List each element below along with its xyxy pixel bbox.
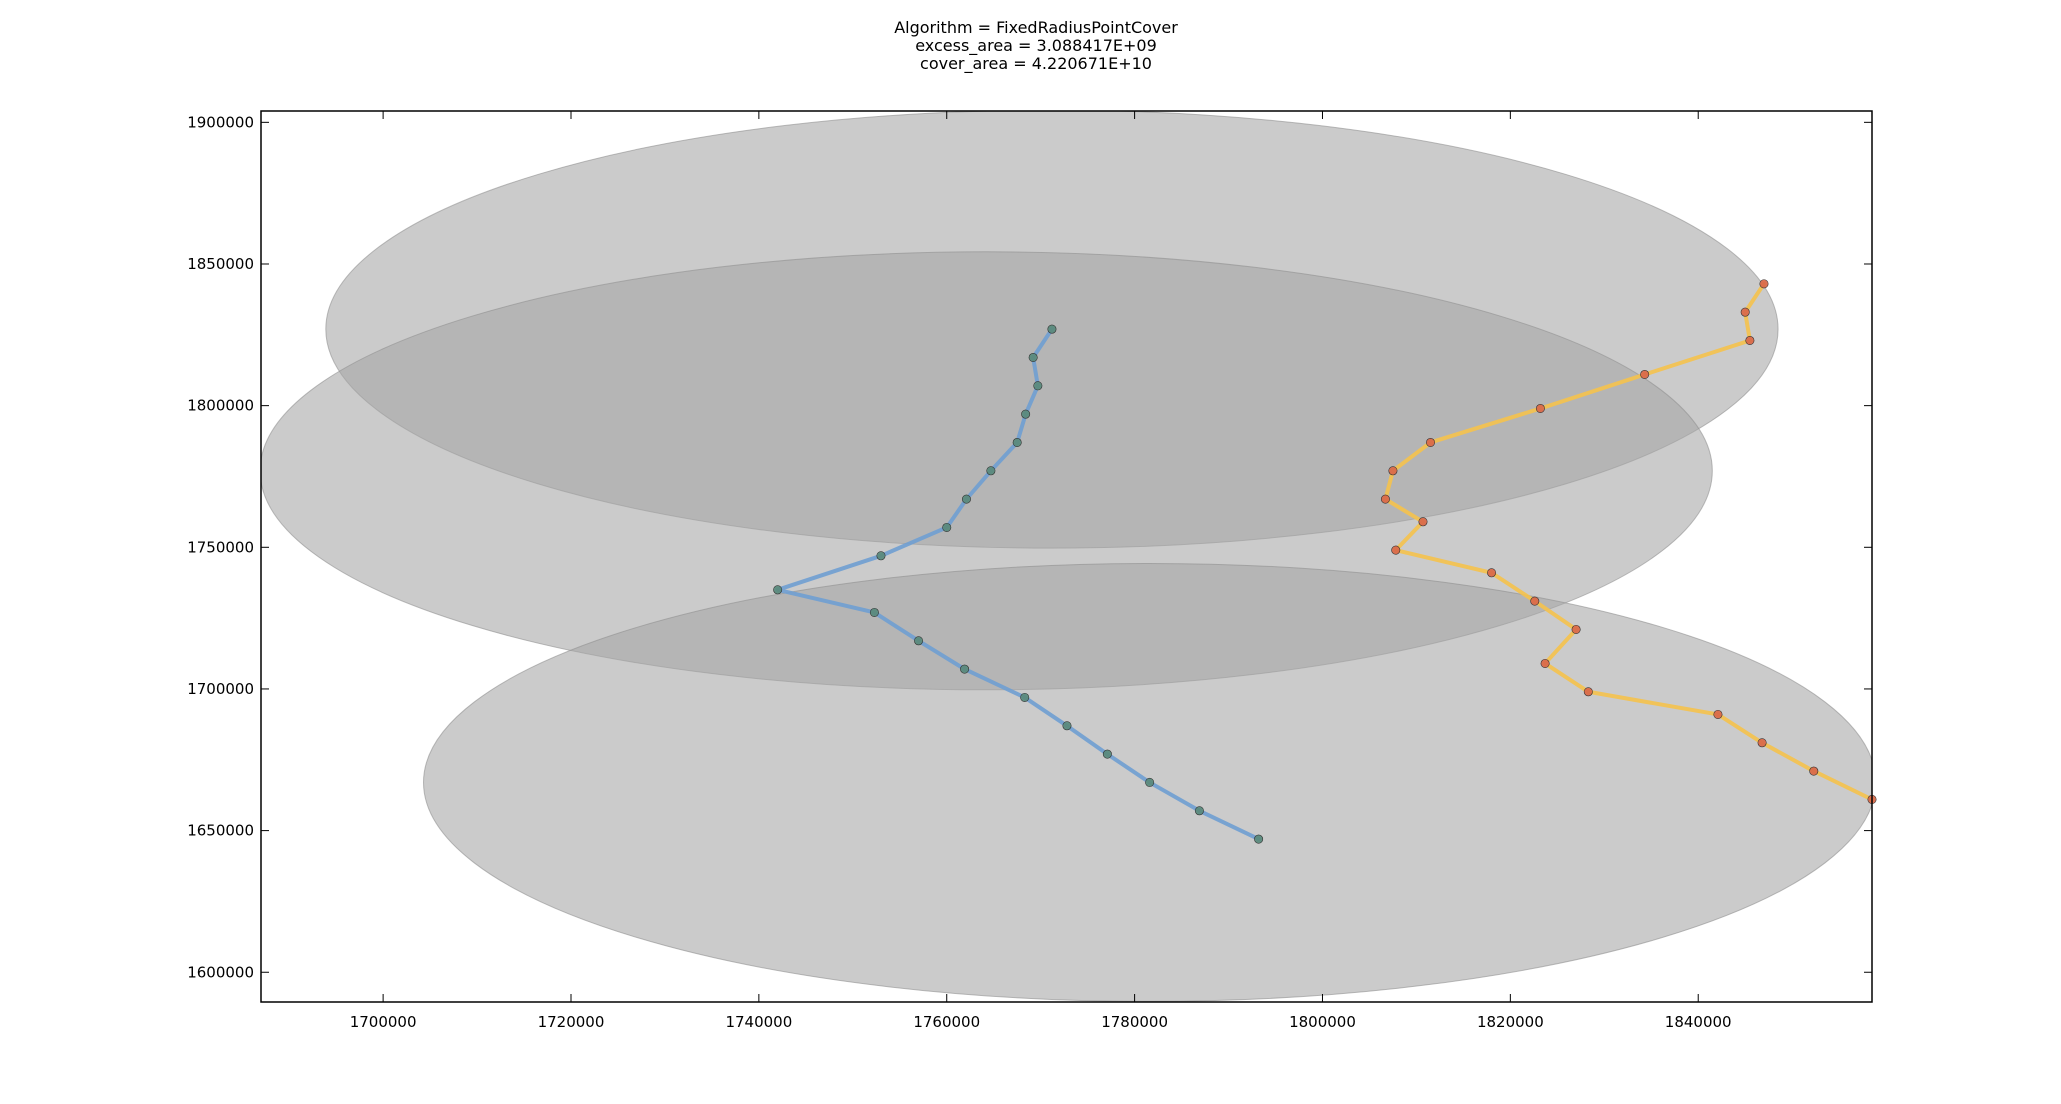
series-0-point-12 — [960, 664, 970, 674]
y-tick-label-1: 1650000 — [187, 822, 254, 840]
series-1-point-4 — [1535, 403, 1545, 413]
series-0-point-6 — [961, 494, 971, 504]
title-line-algorithm: Algorithm = FixedRadiusPointCover — [894, 18, 1178, 37]
series-1-point-14 — [1583, 687, 1593, 697]
x-tick-label-1: 1720000 — [538, 1013, 605, 1031]
series-0-point-2 — [1033, 381, 1043, 391]
y-tick-label-5: 1850000 — [187, 255, 254, 273]
x-axis: 1700000 1720000 1740000 1760000 1780000 18000… — [350, 111, 1732, 1031]
series-0-point-10 — [869, 607, 879, 617]
series-0-point-18 — [1254, 834, 1264, 844]
y-tick-label-3: 1750000 — [187, 538, 254, 556]
x-tick-label-4: 1780000 — [1101, 1013, 1168, 1031]
series-0-point-17 — [1194, 806, 1204, 816]
series-0-point-1 — [1028, 352, 1038, 362]
y-tick-label-2: 1700000 — [187, 680, 254, 698]
series-0-point-0 — [1047, 324, 1057, 334]
series-0-point-3 — [1021, 409, 1031, 419]
markers-layer — [773, 279, 1877, 844]
series-1-point-10 — [1487, 568, 1497, 578]
series-0-point-4 — [1012, 437, 1022, 447]
series-1-point-5 — [1426, 437, 1436, 447]
title-line-excess-area: excess_area = 3.088417E+09 — [915, 36, 1157, 56]
y-tick-label-6: 1900000 — [187, 113, 254, 131]
x-tick-label-5: 1800000 — [1289, 1013, 1356, 1031]
series-1-point-8 — [1418, 517, 1428, 527]
series-0-point-8 — [876, 551, 886, 561]
series-1-point-13 — [1540, 658, 1550, 668]
y-tick-label-0: 1600000 — [187, 963, 254, 981]
series-1-point-15 — [1713, 709, 1723, 719]
series-1-point-2 — [1745, 335, 1755, 345]
series-1-point-11 — [1530, 596, 1540, 606]
series-1-point-9 — [1391, 545, 1401, 555]
x-tick-label-6: 1820000 — [1477, 1013, 1544, 1031]
series-0-point-11 — [914, 636, 924, 646]
series-0-point-7 — [942, 522, 952, 532]
x-tick-label-2: 1740000 — [725, 1013, 792, 1031]
y-axis: 1600000 1650000 1700000 1750000 1800000 18500… — [187, 113, 1872, 981]
series-1-point-1 — [1740, 307, 1750, 317]
series-0-point-14 — [1062, 721, 1072, 731]
series-1-point-7 — [1380, 494, 1390, 504]
series-1-point-17 — [1809, 766, 1819, 776]
series-0-point-15 — [1102, 749, 1112, 759]
x-tick-label-3: 1760000 — [913, 1013, 980, 1031]
series-0-point-16 — [1145, 777, 1155, 787]
series-0-point-5 — [986, 466, 996, 476]
y-tick-label-4: 1800000 — [187, 397, 254, 415]
series-0-point-13 — [1020, 692, 1030, 702]
series-1-point-3 — [1640, 369, 1650, 379]
series-1-point-0 — [1759, 279, 1769, 289]
x-tick-label-7: 1840000 — [1665, 1013, 1732, 1031]
x-tick-label-0: 1700000 — [350, 1013, 417, 1031]
plot-frame — [260, 110, 1873, 1003]
series-1-point-12 — [1571, 624, 1581, 634]
series-1-point-6 — [1388, 466, 1398, 476]
series-0-point-9 — [773, 585, 783, 595]
cover-ellipses — [261, 111, 1872, 1002]
chart-title: Algorithm = FixedRadiusPointCover excess… — [894, 18, 1178, 74]
series-1-point-16 — [1757, 738, 1767, 748]
title-line-cover-area: cover_area = 4.220671E+10 — [920, 54, 1152, 74]
